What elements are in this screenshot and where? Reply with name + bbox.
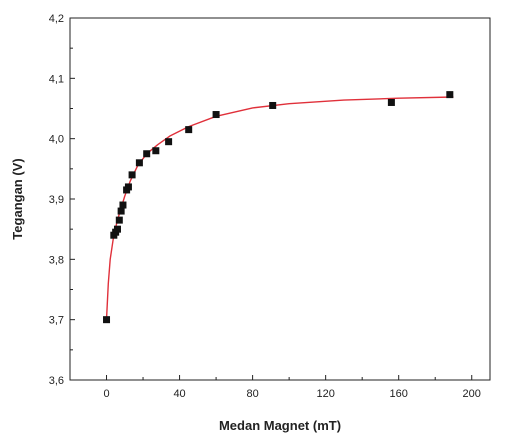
x-tick-label-3: 120	[316, 388, 334, 400]
plot-frame	[69, 17, 491, 381]
x-tick-label-2: 80	[246, 388, 258, 400]
y-tick-label-3: 3,9	[49, 194, 64, 206]
x-axis: 0 40 80 120 160 200	[103, 375, 481, 400]
data-point-9	[128, 171, 136, 179]
data-points	[103, 91, 454, 324]
x-tick-label-5: 200	[463, 388, 481, 400]
y-axis-title: Tegangan (V)	[10, 158, 25, 239]
data-point-8	[124, 183, 132, 191]
x-axis-title: Medan Magnet (mT)	[219, 418, 341, 433]
y-tick-label-6: 4,2	[49, 13, 64, 25]
y-tick-label-1: 3,7	[49, 315, 64, 327]
x-tick-label-4: 160	[390, 388, 408, 400]
data-point-11	[143, 150, 151, 158]
data-point-0	[103, 316, 111, 324]
data-point-10	[135, 159, 143, 167]
data-point-18	[446, 91, 454, 99]
fit-curve	[105, 96, 454, 320]
data-point-17	[387, 98, 395, 106]
x-tick-label-0: 0	[103, 388, 109, 400]
data-point-4	[115, 216, 123, 224]
fit-curve-layer	[105, 96, 454, 320]
data-point-6	[119, 201, 127, 209]
y-tick-label-4: 4,0	[49, 134, 64, 146]
x-tick-label-1: 40	[173, 388, 185, 400]
data-point-15	[212, 111, 220, 119]
y-tick-label-2: 3,8	[49, 254, 64, 266]
data-point-13	[165, 138, 173, 146]
data-point-14	[185, 126, 193, 134]
data-point-5	[117, 207, 125, 215]
data-point-16	[269, 101, 277, 109]
data-point-12	[152, 147, 160, 155]
y-axis: 3,6 3,7 3,8 3,9 4,0 4,1 4,2	[49, 13, 75, 387]
y-tick-label-0: 3,6	[49, 375, 64, 387]
data-point-3	[113, 225, 121, 233]
y-tick-label-5: 4,1	[49, 73, 64, 85]
